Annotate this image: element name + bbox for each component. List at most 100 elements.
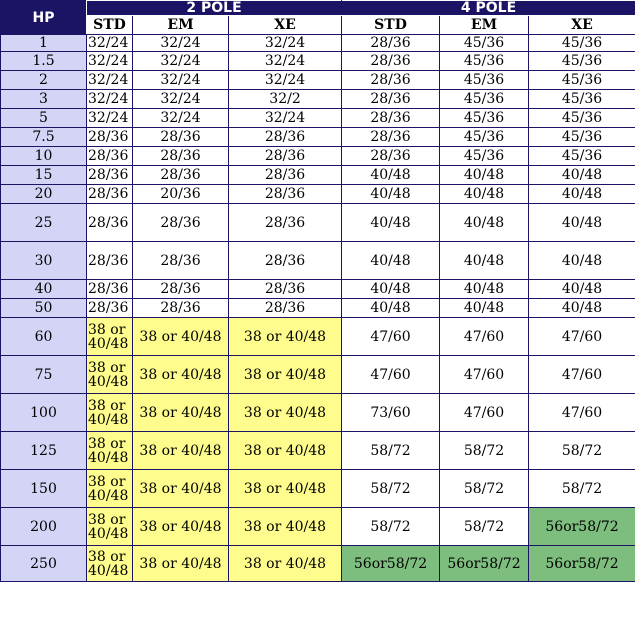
cell-4-pole-em: 45/36 bbox=[439, 89, 530, 109]
table-row: 15 28/36 28/36 28/36 40/48 40/48 40/48 bbox=[0, 165, 635, 185]
cell-2-pole-em: 38 or 40/48 bbox=[132, 393, 229, 432]
cell-2-pole-std: 32/24 bbox=[86, 51, 133, 71]
cell-2-pole-em: 38 or 40/48 bbox=[132, 507, 229, 546]
cell-2-pole-std: 28/36 bbox=[86, 241, 133, 280]
cell-4-pole-em: 45/36 bbox=[439, 34, 530, 52]
cell-4-pole-std: 28/36 bbox=[341, 89, 441, 109]
cell-4-pole-xe: 56or58/72 bbox=[528, 507, 635, 546]
cell-4-pole-em: 45/36 bbox=[439, 51, 530, 71]
cell-2-pole-em: 28/36 bbox=[132, 241, 229, 280]
cell-4-pole-xe: 40/48 bbox=[528, 279, 635, 299]
cell-4-pole-em: 45/36 bbox=[439, 108, 530, 128]
cell-4-pole-xe: 45/36 bbox=[528, 108, 635, 128]
cell-4-pole-xe: 45/36 bbox=[528, 127, 635, 147]
cell-2-pole-xe: 28/36 bbox=[227, 127, 343, 147]
cell-4-pole-xe: 58/72 bbox=[528, 469, 635, 508]
cell-2-pole-std: 38 or 40/48 bbox=[86, 355, 133, 394]
cell-4-pole-std: 56or58/72 bbox=[341, 545, 441, 582]
cell-4-pole-std: 40/48 bbox=[341, 165, 441, 185]
cell-4-pole-em: 40/48 bbox=[439, 279, 530, 299]
cell-2-pole-em: 28/36 bbox=[132, 146, 229, 166]
cell-2-pole-xe: 28/36 bbox=[227, 165, 343, 185]
cell-2-pole-xe: 28/36 bbox=[227, 298, 343, 318]
cell-4-pole-em: 47/60 bbox=[439, 355, 530, 394]
cell-4-pole-xe: 40/48 bbox=[528, 184, 635, 204]
table-row: 150 38 or 40/48 38 or 40/48 38 or 40/48 58/7… bbox=[0, 469, 635, 508]
cell-4-pole-em: 56or58/72 bbox=[439, 545, 530, 582]
cell-2-pole-std: 28/36 bbox=[86, 298, 133, 318]
hp-cell: 20 bbox=[0, 184, 87, 204]
hp-cell: 2 bbox=[0, 70, 87, 90]
cell-2-pole-std: 32/24 bbox=[86, 34, 133, 52]
cell-4-pole-em: 45/36 bbox=[439, 127, 530, 147]
hp-cell: 60 bbox=[0, 317, 87, 356]
cell-2-pole-std: 28/36 bbox=[86, 279, 133, 299]
table-row: 25 28/36 28/36 28/36 40/48 40/48 40/48 bbox=[0, 203, 635, 242]
cell-4-pole-std: 40/48 bbox=[341, 298, 441, 318]
cell-4-pole-xe: 40/48 bbox=[528, 165, 635, 185]
cell-2-pole-xe: 32/24 bbox=[227, 108, 343, 128]
cell-2-pole-xe: 28/36 bbox=[227, 146, 343, 166]
cell-4-pole-xe: 40/48 bbox=[528, 203, 635, 242]
cell-2-pole-em: 28/36 bbox=[132, 279, 229, 299]
cell-2-pole-em: 32/24 bbox=[132, 89, 229, 109]
column-header-4-pole-std: STD bbox=[341, 15, 441, 35]
cell-2-pole-em: 38 or 40/48 bbox=[132, 317, 229, 356]
cell-2-pole-std: 38 or 40/48 bbox=[86, 393, 133, 432]
cell-4-pole-xe: 45/36 bbox=[528, 89, 635, 109]
cell-2-pole-std: 38 or 40/48 bbox=[86, 317, 133, 356]
cell-4-pole-std: 47/60 bbox=[341, 317, 441, 356]
cell-4-pole-em: 58/72 bbox=[439, 507, 530, 546]
cell-4-pole-xe: 47/60 bbox=[528, 393, 635, 432]
cell-2-pole-xe: 38 or 40/48 bbox=[227, 507, 343, 546]
cell-2-pole-em: 28/36 bbox=[132, 203, 229, 242]
cell-2-pole-xe: 38 or 40/48 bbox=[227, 431, 343, 470]
table-row: 7.5 28/36 28/36 28/36 28/36 45/36 45/36 bbox=[0, 127, 635, 147]
cell-4-pole-em: 45/36 bbox=[439, 70, 530, 90]
cell-4-pole-std: 58/72 bbox=[341, 507, 441, 546]
hp-cell: 7.5 bbox=[0, 127, 87, 147]
cell-2-pole-std: 28/36 bbox=[86, 146, 133, 166]
cell-4-pole-xe: 40/48 bbox=[528, 241, 635, 280]
cell-2-pole-std: 32/24 bbox=[86, 108, 133, 128]
table-row: 250 38 or 40/48 38 or 40/48 38 or 40/48 56or… bbox=[0, 545, 635, 582]
cell-4-pole-std: 28/36 bbox=[341, 34, 441, 52]
cell-4-pole-std: 40/48 bbox=[341, 241, 441, 280]
cell-2-pole-xe: 28/36 bbox=[227, 241, 343, 280]
cell-4-pole-em: 40/48 bbox=[439, 298, 530, 318]
cell-2-pole-xe: 32/2 bbox=[227, 89, 343, 109]
cell-4-pole-em: 58/72 bbox=[439, 431, 530, 470]
cell-2-pole-em: 28/36 bbox=[132, 165, 229, 185]
cell-4-pole-xe: 58/72 bbox=[528, 431, 635, 470]
hp-cell: 5 bbox=[0, 108, 87, 128]
table-row: 10 28/36 28/36 28/36 28/36 45/36 45/36 bbox=[0, 146, 635, 166]
cell-2-pole-std: 28/36 bbox=[86, 184, 133, 204]
cell-4-pole-std: 47/60 bbox=[341, 355, 441, 394]
hp-pole-table: HP 2 POLE 4 POLE STD EM XE STD EM XE 1 32/24 32… bbox=[0, 0, 635, 582]
hp-cell: 40 bbox=[0, 279, 87, 299]
column-header-4-pole-em: EM bbox=[439, 15, 530, 35]
cell-4-pole-std: 28/36 bbox=[341, 127, 441, 147]
cell-2-pole-em: 38 or 40/48 bbox=[132, 355, 229, 394]
cell-4-pole-xe: 40/48 bbox=[528, 298, 635, 318]
cell-4-pole-em: 40/48 bbox=[439, 184, 530, 204]
cell-2-pole-xe: 32/24 bbox=[227, 34, 343, 52]
cell-2-pole-std: 38 or 40/48 bbox=[86, 431, 133, 470]
cell-4-pole-std: 58/72 bbox=[341, 469, 441, 508]
table-row: 2 32/24 32/24 32/24 28/36 45/36 45/36 bbox=[0, 70, 635, 90]
hp-cell: 150 bbox=[0, 469, 87, 508]
table-row: 40 28/36 28/36 28/36 40/48 40/48 40/48 bbox=[0, 279, 635, 299]
column-header-2-pole-std: STD bbox=[86, 15, 133, 35]
cell-4-pole-em: 47/60 bbox=[439, 317, 530, 356]
cell-4-pole-std: 58/72 bbox=[341, 431, 441, 470]
cell-2-pole-xe: 38 or 40/48 bbox=[227, 317, 343, 356]
cell-4-pole-em: 40/48 bbox=[439, 203, 530, 242]
group-header-4-pole: 4 POLE bbox=[341, 0, 635, 16]
hp-cell: 250 bbox=[0, 545, 87, 582]
table-row: 20 28/36 20/36 28/36 40/48 40/48 40/48 bbox=[0, 184, 635, 204]
cell-4-pole-std: 28/36 bbox=[341, 146, 441, 166]
cell-4-pole-std: 40/48 bbox=[341, 184, 441, 204]
cell-2-pole-em: 38 or 40/48 bbox=[132, 545, 229, 582]
hp-header: HP bbox=[0, 0, 87, 35]
cell-4-pole-em: 45/36 bbox=[439, 146, 530, 166]
